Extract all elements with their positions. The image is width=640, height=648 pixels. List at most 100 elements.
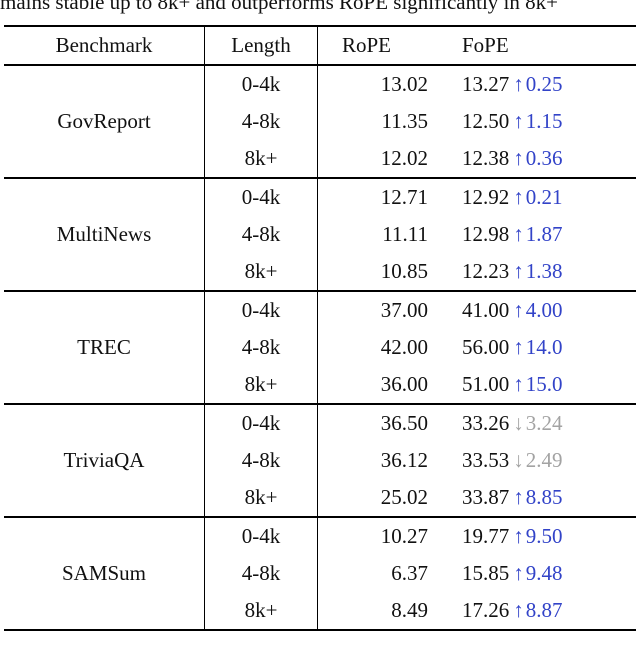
fope-value: 12.38 [462,146,510,170]
length-cell: 4-8k [204,555,318,592]
rope-value: 6.37 [391,561,428,585]
rope-value: 36.12 [380,448,428,472]
delta-value: 9.48 [525,561,563,585]
rope-value: 37.00 [317,290,442,329]
fope-value: 41.00 [462,298,510,322]
fope-value: 12.23 [462,259,510,283]
delta-value: 1.87 [525,222,563,246]
delta-value: 2.49 [525,448,563,472]
length-cell: 0-4k [204,290,318,329]
arrow-up-icon: ↑ [513,335,524,359]
delta-value: 15.0 [525,372,563,396]
caption-fragment-clipped: mains stable up to 8k+ and outperforms R… [0,0,640,15]
rope-value: 12.02 [380,146,428,170]
length-cell: 0-4k [204,516,318,555]
delta-value: 9.50 [525,524,563,548]
rope-value: 8.49 [391,598,428,622]
length-cell: 8k+ [204,140,318,178]
arrow-up-icon: ↑ [513,598,524,622]
fope-cell: 51.00 ↑15.0 [442,366,636,404]
delta-badge: ↑0.21 [509,185,562,209]
table-row: 8k+ 10.85 12.23 ↑1.38 [4,253,636,291]
rope-value: 13.02 [317,64,442,103]
benchmark-name: MultiNews [4,177,205,291]
rope-value: 11.35 [381,109,428,133]
table-header: Benchmark Length RoPE FoPE [4,26,636,65]
rope-value: 11.11 [382,222,428,246]
arrow-up-icon: ↑ [513,146,524,170]
table-row: 4-8k 6.37 15.85 ↑9.48 [4,555,636,592]
fope-value: 12.50 [462,109,510,133]
delta-badge: ↑0.25 [509,72,562,96]
rope-value: 12.71 [317,177,442,216]
delta-badge: ↑15.0 [509,372,562,396]
fope-value: 17.26 [462,598,510,622]
length-cell: 4-8k [204,442,318,479]
arrow-up-icon: ↑ [513,524,524,548]
header-length: Length [204,26,318,65]
header-benchmark: Benchmark [4,26,205,65]
length-cell: 8k+ [204,479,318,517]
length-cell: 8k+ [204,592,318,630]
fope-cell: 33.87 ↑8.85 [442,479,636,517]
fope-cell: 19.77 ↑9.50 [442,516,636,555]
arrow-up-icon: ↑ [513,485,524,509]
rope-value: 42.00 [380,335,428,359]
fope-cell: 33.53 ↓2.49 [442,442,636,479]
rope-value: 10.85 [380,259,428,283]
length-cell: 0-4k [204,64,318,103]
fope-value: 33.26 [462,411,510,435]
table-row: 4-8k 36.12 33.53 ↓2.49 [4,442,636,479]
fope-cell: 13.27 ↑0.25 [442,64,636,103]
fope-cell: 12.92 ↑0.21 [442,177,636,216]
delta-value: 0.21 [525,185,563,209]
length-cell: 4-8k [204,329,318,366]
fope-value: 51.00 [462,372,510,396]
arrow-down-icon: ↓ [513,411,524,435]
benchmark-name: GovReport [4,64,205,178]
fope-cell: 12.50 ↑1.15 [442,103,636,140]
delta-value: 8.87 [525,598,563,622]
delta-badge: ↑1.38 [509,259,562,283]
fope-cell: 12.38 ↑0.36 [442,140,636,178]
fope-cell: 15.85 ↑9.48 [442,555,636,592]
arrow-up-icon: ↑ [513,222,524,246]
arrow-up-icon: ↑ [513,372,524,396]
delta-badge: ↑1.87 [509,222,562,246]
length-cell: 4-8k [204,103,318,140]
benchmark-results-table: Benchmark Length RoPE FoPE GovReport 0-4… [4,25,636,631]
table-row: 8k+ 8.49 17.26 ↑8.87 [4,592,636,630]
delta-value: 1.15 [525,109,563,133]
length-cell: 8k+ [204,253,318,291]
fope-value: 13.27 [462,72,510,96]
table-row: SAMSum 0-4k 10.27 19.77 ↑9.50 [4,516,636,630]
table-row: 4-8k 11.11 12.98 ↑1.87 [4,216,636,253]
delta-badge: ↑4.00 [509,298,562,322]
header-row: Benchmark Length RoPE FoPE [4,26,636,65]
length-cell: 4-8k [204,216,318,253]
delta-badge: ↑9.50 [509,524,562,548]
fope-value: 56.00 [462,335,510,359]
fope-cell: 17.26 ↑8.87 [442,592,636,630]
fope-cell: 56.00 ↑14.0 [442,329,636,366]
fope-cell: 41.00 ↑4.00 [442,290,636,329]
benchmark-name: SAMSum [4,516,205,630]
fope-cell: 33.26 ↓3.24 [442,403,636,442]
table-row: TREC 0-4k 37.00 41.00 ↑4.00 [4,290,636,404]
delta-value: 1.38 [525,259,563,283]
delta-badge: ↑9.48 [509,561,562,585]
fope-value: 12.92 [462,185,510,209]
delta-badge: ↑8.85 [509,485,562,509]
table-row: 8k+ 36.00 51.00 ↑15.0 [4,366,636,404]
delta-badge: ↓2.49 [509,448,562,472]
fope-value: 12.98 [462,222,510,246]
benchmark-name: TREC [4,290,205,404]
caption-text: mains stable up to 8k+ and outperforms R… [0,0,558,14]
arrow-up-icon: ↑ [513,72,524,96]
delta-value: 3.24 [525,411,563,435]
arrow-up-icon: ↑ [513,561,524,585]
benchmark-name: TriviaQA [4,403,205,517]
fope-value: 33.53 [462,448,510,472]
arrow-up-icon: ↑ [513,185,524,209]
